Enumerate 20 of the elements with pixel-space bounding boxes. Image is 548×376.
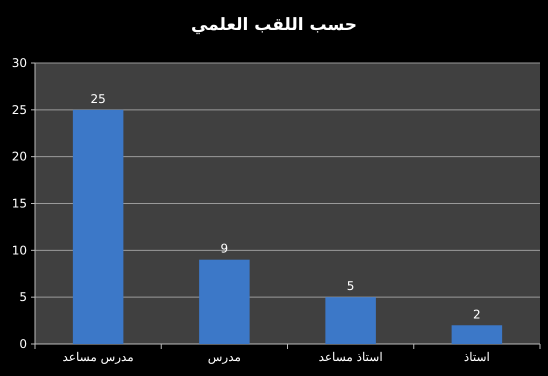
bar <box>452 325 502 344</box>
y-tick-label: 5 <box>19 290 27 304</box>
x-tick-label: مدرس <box>208 350 241 364</box>
bar <box>72 110 124 344</box>
x-tick-label: استاذ <box>464 350 490 364</box>
bar <box>325 297 376 344</box>
y-tick-label: 15 <box>12 196 27 210</box>
chart-title: حسب اللقب العلمي <box>190 15 358 35</box>
y-tick-label: 20 <box>12 150 27 164</box>
data-label: 25 <box>90 92 106 106</box>
y-tick-label: 30 <box>12 56 27 70</box>
x-tick-label: مدرس مساعد <box>62 350 134 364</box>
data-label: 9 <box>220 242 228 256</box>
data-label: 2 <box>473 307 481 322</box>
bar <box>199 260 250 344</box>
x-tick-label: استاذ مساعد <box>318 350 383 364</box>
y-tick-label: 10 <box>12 243 27 258</box>
y-tick-label: 0 <box>19 337 27 351</box>
y-tick-label: 25 <box>12 102 27 117</box>
data-label: 5 <box>346 279 354 294</box>
